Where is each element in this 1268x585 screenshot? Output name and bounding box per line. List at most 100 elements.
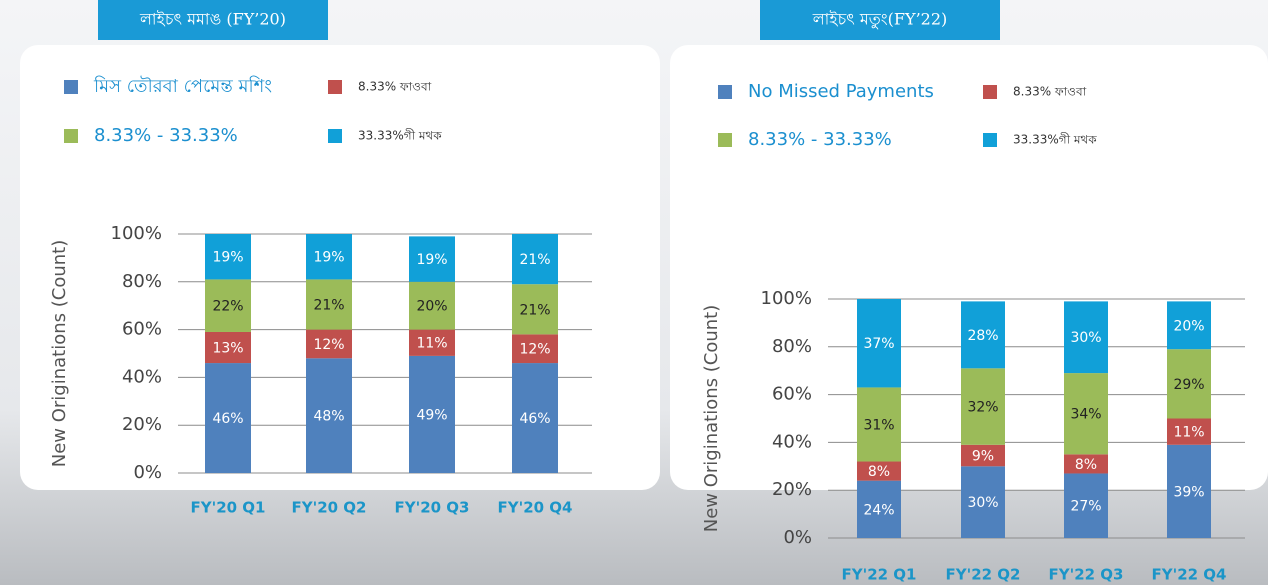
- bar-segment: [961, 466, 1005, 538]
- bar-segment: [1167, 418, 1211, 445]
- y-tick-label: 40%: [772, 431, 812, 452]
- legend-swatch: [718, 85, 732, 99]
- chart-title: লাইচৎ মমাঙ (FY’20): [139, 10, 286, 29]
- legend-label: মিস তৌরবা পেমেন্ত মশিং: [93, 76, 272, 97]
- y-tick-label: 100%: [761, 288, 812, 309]
- data-label: 11%: [1173, 425, 1204, 441]
- bar-segment: [512, 334, 558, 364]
- bar-segment: [857, 461, 901, 481]
- data-label: 19%: [416, 252, 447, 268]
- y-axis-title: New Originations (Count): [49, 240, 70, 468]
- y-tick-label: 80%: [122, 271, 162, 292]
- legend-swatch: [718, 133, 732, 147]
- bar-segment: [1064, 373, 1108, 455]
- data-label: 28%: [967, 328, 998, 344]
- bar-segment: [409, 329, 455, 356]
- x-tick-label: FY'20 Q2: [292, 499, 367, 517]
- legend-label: 8.33% ফাওবা: [358, 80, 432, 94]
- data-label: 9%: [972, 449, 994, 465]
- y-tick-label: 40%: [122, 366, 162, 387]
- panel: [670, 45, 1268, 490]
- data-label: 20%: [416, 299, 447, 315]
- data-label: 22%: [212, 299, 243, 315]
- bar-segment: [409, 281, 455, 330]
- bar-segment: [961, 301, 1005, 369]
- legend-swatch: [983, 133, 997, 147]
- legend-swatch: [64, 129, 78, 143]
- title-banner: [760, 0, 1000, 40]
- bar-segment: [409, 355, 455, 473]
- bar-segment: [409, 236, 455, 282]
- data-label: 29%: [1173, 377, 1204, 393]
- bar-segment: [512, 284, 558, 335]
- data-label: 31%: [863, 417, 894, 433]
- data-label: 21%: [519, 252, 550, 268]
- y-axis-title: New Originations (Count): [701, 305, 722, 533]
- legend-label: No Missed Payments: [748, 81, 934, 102]
- bar-segment: [857, 299, 901, 388]
- y-tick-label: 60%: [122, 319, 162, 340]
- data-label: 48%: [313, 409, 344, 425]
- bar-segment: [205, 363, 251, 473]
- y-tick-label: 0%: [133, 462, 162, 483]
- x-tick-label: FY'20 Q4: [498, 499, 573, 517]
- data-label: 46%: [212, 411, 243, 427]
- y-tick-label: 100%: [111, 223, 162, 244]
- bar-segment: [306, 234, 352, 280]
- data-label: 8%: [1075, 457, 1097, 473]
- bar-segment: [961, 368, 1005, 445]
- x-tick-label: FY'20 Q1: [191, 499, 266, 517]
- bar-segment: [1167, 444, 1211, 538]
- data-label: 12%: [519, 342, 550, 358]
- y-tick-label: 20%: [122, 414, 162, 435]
- legend-label: 8.33% ফাওবা: [1013, 85, 1087, 99]
- y-tick-label: 80%: [772, 336, 812, 357]
- bar-segment: [205, 234, 251, 280]
- data-label: 8%: [868, 464, 890, 480]
- x-tick-label: FY'22 Q2: [946, 566, 1021, 584]
- data-label: 20%: [1173, 318, 1204, 334]
- bar-segment: [857, 387, 901, 462]
- bar-segment: [306, 279, 352, 330]
- data-label: 37%: [863, 336, 894, 352]
- data-label: 11%: [416, 336, 447, 352]
- data-label: 46%: [519, 411, 550, 427]
- data-label: 34%: [1070, 407, 1101, 423]
- bar-segment: [1064, 454, 1108, 474]
- bar-segment: [961, 444, 1005, 467]
- legend-swatch: [64, 80, 78, 94]
- title-banner: [98, 0, 328, 40]
- chart-title: লাইচৎ মতুং(FY’22): [812, 10, 948, 30]
- data-label: 24%: [863, 502, 894, 518]
- bar-segment: [857, 480, 901, 538]
- data-label: 49%: [416, 407, 447, 423]
- bar-segment: [205, 331, 251, 364]
- x-tick-label: FY'22 Q1: [842, 566, 917, 584]
- data-label: 12%: [313, 337, 344, 353]
- bar-segment: [1167, 349, 1211, 419]
- y-tick-label: 20%: [772, 479, 812, 500]
- x-tick-label: FY'22 Q3: [1049, 566, 1124, 584]
- legend-label: 8.33% - 33.33%: [748, 129, 892, 150]
- data-label: 21%: [313, 298, 344, 314]
- data-label: 13%: [212, 341, 243, 357]
- bar-segment: [512, 363, 558, 473]
- legend-label: 8.33% - 33.33%: [94, 125, 238, 146]
- y-tick-label: 0%: [783, 527, 812, 548]
- bar-segment: [1064, 473, 1108, 538]
- data-label: 21%: [519, 302, 550, 318]
- bar-segment: [512, 234, 558, 285]
- bar-segment: [1167, 301, 1211, 350]
- bar-segment: [306, 358, 352, 473]
- bar-segment: [306, 329, 352, 359]
- data-label: 30%: [967, 495, 998, 511]
- legend-label: 33.33%গী মথক: [358, 129, 442, 143]
- legend-swatch: [983, 85, 997, 99]
- data-label: 39%: [1173, 484, 1204, 500]
- data-label: 32%: [967, 400, 998, 416]
- legend-swatch: [328, 80, 342, 94]
- bar-segment: [205, 279, 251, 332]
- y-tick-label: 60%: [772, 384, 812, 405]
- bar-segment: [1064, 301, 1108, 374]
